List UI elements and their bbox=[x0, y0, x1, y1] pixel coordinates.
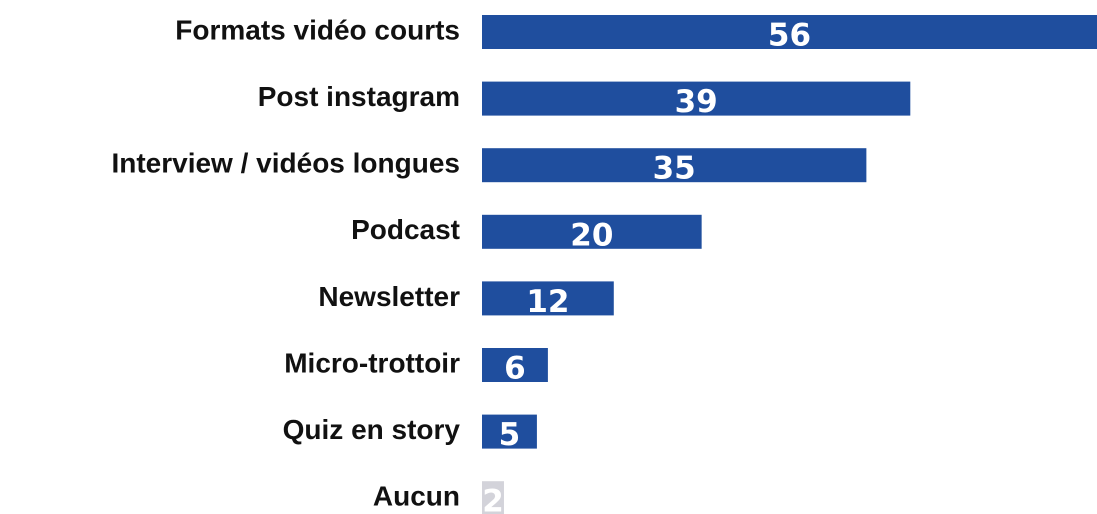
value-label: 35 bbox=[653, 151, 696, 187]
value-label: 12 bbox=[526, 284, 569, 320]
bar bbox=[482, 481, 504, 514]
category-label: Interview / vidéos longues bbox=[111, 148, 460, 179]
value-label: 2 bbox=[482, 484, 504, 514]
category-label: Formats vidéo courts bbox=[175, 14, 460, 45]
value-label: 20 bbox=[570, 217, 613, 253]
bar bbox=[482, 148, 867, 183]
category-label: Aucun bbox=[373, 481, 460, 512]
category-label: Post instagram bbox=[258, 81, 460, 112]
category-label: Podcast bbox=[351, 214, 460, 245]
bar bbox=[482, 414, 537, 449]
bar bbox=[482, 15, 1097, 49]
bar bbox=[482, 348, 548, 382]
value-label: 39 bbox=[675, 84, 718, 120]
bar bbox=[482, 281, 614, 316]
category-label: Newsletter bbox=[318, 281, 460, 312]
value-label: 56 bbox=[768, 18, 811, 54]
bar bbox=[482, 81, 911, 116]
category-label: Micro-trottoir bbox=[284, 347, 460, 378]
bar bbox=[482, 214, 702, 249]
value-label: 5 bbox=[499, 417, 521, 453]
value-label: 6 bbox=[504, 351, 526, 387]
category-label: Quiz en story bbox=[283, 414, 461, 445]
